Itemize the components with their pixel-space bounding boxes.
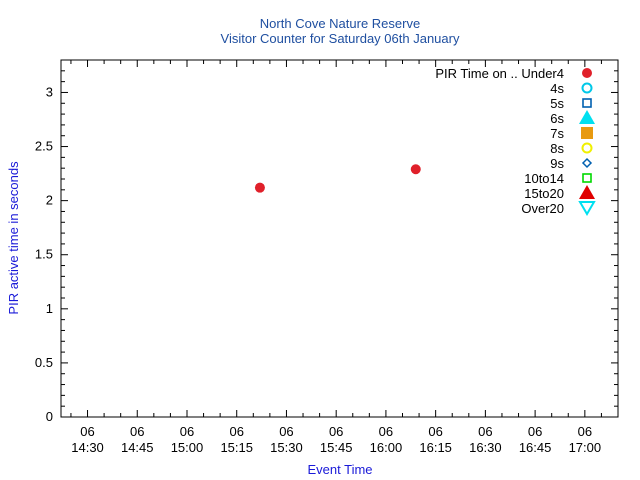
x-tick-day-label: 06 bbox=[180, 424, 194, 439]
legend-marker-circle-open-icon bbox=[581, 82, 593, 94]
y-tick-label: 2 bbox=[46, 193, 53, 208]
data-point-series-0-0 bbox=[254, 182, 265, 193]
y-tick-label: 3 bbox=[46, 84, 53, 99]
legend-marker-diamond-open-icon bbox=[581, 157, 593, 169]
x-tick-time-label: 16:30 bbox=[469, 440, 502, 455]
x-tick-day-label: 06 bbox=[428, 424, 442, 439]
legend-marker-square-filled-icon bbox=[581, 127, 593, 139]
y-tick-label: 2.5 bbox=[35, 139, 53, 154]
y-tick-label: 0 bbox=[46, 409, 53, 424]
legend-marker-circle-open-icon bbox=[581, 142, 593, 154]
x-axis-label: Event Time bbox=[307, 462, 372, 477]
x-tick-day-label: 06 bbox=[528, 424, 542, 439]
y-tick-label: 1.5 bbox=[35, 247, 53, 262]
legend: PIR Time on .. Under44s5s6s7s8s9s10to141… bbox=[435, 66, 596, 216]
x-tick-day-label: 06 bbox=[578, 424, 592, 439]
x-tick-time-label: 15:45 bbox=[320, 440, 353, 455]
x-tick-time-label: 15:00 bbox=[171, 440, 204, 455]
x-tick-day-label: 06 bbox=[478, 424, 492, 439]
data-points bbox=[254, 164, 421, 193]
x-tick-day-label: 06 bbox=[279, 424, 293, 439]
x-tick-time-label: 15:15 bbox=[220, 440, 253, 455]
chart-subtitle: Visitor Counter for Saturday 06th Januar… bbox=[221, 31, 460, 46]
x-tick-time-label: 16:00 bbox=[370, 440, 403, 455]
y-ticks: 0 0.5 1 1.5 2 2.5 3 bbox=[35, 59, 618, 424]
x-tick-time-label: 16:45 bbox=[519, 440, 552, 455]
x-ticks: 0614:300614:450615:000615:150615:300615:… bbox=[70, 60, 619, 455]
legend-entry-label: 8s bbox=[550, 141, 564, 156]
legend-entry-label: 9s bbox=[550, 156, 564, 171]
x-tick-time-label: 15:30 bbox=[270, 440, 303, 455]
y-tick-label: 1 bbox=[46, 301, 53, 316]
x-tick-time-label: 16:15 bbox=[419, 440, 452, 455]
x-tick-day-label: 06 bbox=[80, 424, 94, 439]
legend-marker-square-open-icon bbox=[582, 98, 592, 108]
legend-entry-label: 15to20 bbox=[524, 186, 564, 201]
legend-marker-triangle-filled-icon bbox=[579, 185, 595, 199]
legend-entry-label: PIR Time on .. Under4 bbox=[435, 66, 564, 81]
legend-entry-label: 10to14 bbox=[524, 171, 564, 186]
y-axis-label: PIR active time in seconds bbox=[6, 161, 21, 315]
chart-title: North Cove Nature Reserve bbox=[260, 16, 420, 31]
x-tick-day-label: 06 bbox=[229, 424, 243, 439]
legend-marker-circle-filled-icon bbox=[582, 68, 592, 78]
y-tick-label: 0.5 bbox=[35, 355, 53, 370]
plot-frame bbox=[60, 59, 619, 418]
x-tick-day-label: 06 bbox=[130, 424, 144, 439]
legend-marker-square-open-icon bbox=[582, 173, 592, 183]
x-tick-day-label: 06 bbox=[379, 424, 393, 439]
x-tick-day-label: 06 bbox=[329, 424, 343, 439]
legend-entry-label: 4s bbox=[550, 81, 564, 96]
legend-marker-triangle-down-open-icon bbox=[578, 201, 596, 216]
legend-marker-triangle-filled-icon bbox=[579, 110, 595, 124]
data-point-series-0-1 bbox=[410, 164, 421, 175]
x-tick-time-label: 17:00 bbox=[569, 440, 602, 455]
legend-entry-label: 5s bbox=[550, 96, 564, 111]
legend-entry-label: 6s bbox=[550, 111, 564, 126]
legend-entry-label: Over20 bbox=[521, 201, 564, 216]
x-tick-time-label: 14:30 bbox=[71, 440, 104, 455]
x-tick-time-label: 14:45 bbox=[121, 440, 154, 455]
legend-entry-label: 7s bbox=[550, 126, 564, 141]
